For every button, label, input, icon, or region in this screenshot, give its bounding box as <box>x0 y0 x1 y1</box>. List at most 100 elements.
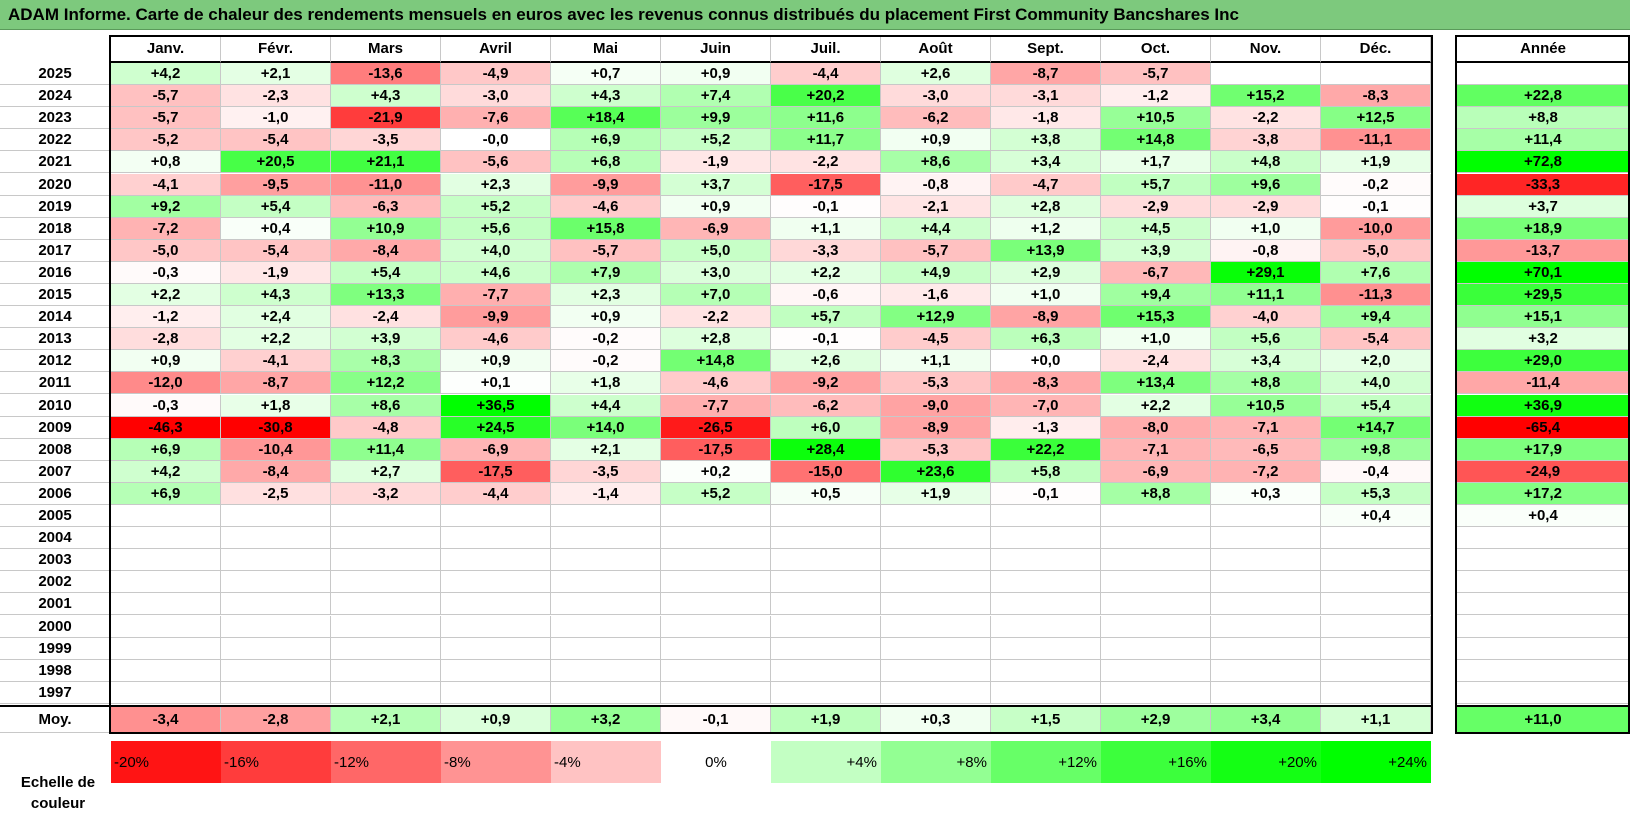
heatmap-cell: +6,9 <box>551 129 661 152</box>
heatmap-cell <box>331 571 441 594</box>
heatmap-cell <box>771 549 881 572</box>
heatmap-cell: -7,1 <box>1101 438 1211 461</box>
heatmap-cell: -2,9 <box>1101 195 1211 218</box>
heatmap-cell: +2,2 <box>1101 394 1211 417</box>
heatmap-cell: -6,9 <box>661 217 771 240</box>
heatmap-cell: -5,2 <box>111 129 221 152</box>
heatmap-cell: +4,3 <box>331 85 441 108</box>
year-label: 2017 <box>0 240 110 262</box>
heatmap-cell: +5,0 <box>661 239 771 262</box>
color-scale-label: Echelle de couleur <box>20 774 96 812</box>
heatmap-cell: -7,6 <box>441 107 551 130</box>
heatmap-cell: -0,2 <box>551 350 661 373</box>
month-header: Nov. <box>1211 35 1321 63</box>
annual-cell <box>1457 681 1630 704</box>
color-scale-swatch: -8% <box>441 741 551 783</box>
annual-cell <box>1457 615 1630 638</box>
heatmap-cell <box>221 527 331 550</box>
heatmap-cell: +12,5 <box>1321 107 1431 130</box>
heatmap-cell: -2,2 <box>771 151 881 174</box>
year-label: 2013 <box>0 328 110 351</box>
heatmap-cell <box>441 549 551 572</box>
heatmap-cell: +5,2 <box>661 129 771 152</box>
heatmap-cell <box>881 615 991 638</box>
heatmap-cell <box>221 681 331 704</box>
heatmap-cell: +10,5 <box>1211 394 1321 417</box>
heatmap-cell: -3,0 <box>441 85 551 108</box>
heatmap-cell: -1,6 <box>881 284 991 307</box>
color-scale-swatch: -4% <box>551 741 661 783</box>
heatmap-cell <box>881 681 991 704</box>
average-cell: +0,9 <box>441 707 551 733</box>
heatmap-cell <box>771 615 881 638</box>
heatmap-cell: +4,6 <box>441 261 551 284</box>
heatmap-cell: +5,2 <box>661 482 771 505</box>
color-scale-swatch: -16% <box>221 741 331 783</box>
heatmap-cell: +0,1 <box>441 372 551 395</box>
heatmap-cell <box>331 615 441 638</box>
heatmap-cell: +1,8 <box>551 372 661 395</box>
heatmap-cell: -1,0 <box>221 107 331 130</box>
heatmap-cell: -9,9 <box>551 173 661 196</box>
heatmap-cell: +4,0 <box>441 239 551 262</box>
heatmap-cell: -5,0 <box>111 239 221 262</box>
heatmap-cell: +1,2 <box>991 217 1101 240</box>
heatmap-cell: +0,8 <box>111 151 221 174</box>
heatmap-cell: +1,9 <box>1321 151 1431 174</box>
annual-cell: +29,0 <box>1457 350 1630 373</box>
month-header: Sept. <box>991 35 1101 63</box>
heatmap-cell: +3,0 <box>661 261 771 284</box>
heatmap-cell: -6,2 <box>881 107 991 130</box>
heatmap-cell: +2,2 <box>771 261 881 284</box>
heatmap-cell: +2,2 <box>111 284 221 307</box>
heatmap-cell: +2,0 <box>1321 350 1431 373</box>
annual-cell <box>1457 63 1630 86</box>
heatmap-cell: -2,1 <box>881 195 991 218</box>
heatmap-cell: -2,3 <box>221 85 331 108</box>
heatmap-cell: +4,3 <box>221 284 331 307</box>
heatmap-cell <box>551 527 661 550</box>
heatmap-cell: -5,7 <box>111 85 221 108</box>
heatmap-cell <box>1321 681 1431 704</box>
heatmap-cell: +0,9 <box>111 350 221 373</box>
heatmap-cell <box>1101 549 1211 572</box>
annual-cell: +72,8 <box>1457 151 1630 174</box>
month-header: Juin <box>661 35 771 63</box>
heatmap-cell: -11,1 <box>1321 129 1431 152</box>
heatmap-cell: +14,8 <box>661 350 771 373</box>
heatmap-cell: +0,4 <box>221 217 331 240</box>
color-scale-swatch: -20% <box>111 741 221 783</box>
heatmap-cell: +14,8 <box>1101 129 1211 152</box>
annual-cell: +8,8 <box>1457 107 1630 130</box>
annual-cell: +29,5 <box>1457 284 1630 307</box>
heatmap-cell <box>771 505 881 528</box>
heatmap-cell: +4,5 <box>1101 217 1211 240</box>
annual-cell <box>1457 637 1630 660</box>
heatmap-cell <box>1321 637 1431 660</box>
heatmap-cell: +9,6 <box>1211 173 1321 196</box>
month-header: Mars <box>331 35 441 63</box>
heatmap-cell <box>221 659 331 682</box>
heatmap-cell: -10,0 <box>1321 217 1431 240</box>
heatmap-cell: -17,5 <box>441 460 551 483</box>
heatmap-cell: +11,4 <box>331 438 441 461</box>
heatmap-cell <box>771 681 881 704</box>
heatmap-cell: -5,7 <box>881 239 991 262</box>
heatmap-cell: +9,2 <box>111 195 221 218</box>
color-scale-swatch: 0% <box>661 741 771 783</box>
heatmap-cell <box>551 659 661 682</box>
year-label: 2020 <box>0 174 110 196</box>
heatmap-cell <box>111 637 221 660</box>
heatmap-cell: +7,6 <box>1321 261 1431 284</box>
heatmap-cell: +21,1 <box>331 151 441 174</box>
heatmap-cell: -5,4 <box>1321 328 1431 351</box>
heatmap-cell: +3,9 <box>1101 239 1211 262</box>
heatmap-cell: -5,3 <box>881 438 991 461</box>
heatmap-cell <box>331 659 441 682</box>
heatmap-cell: +20,2 <box>771 85 881 108</box>
heatmap-cell: +4,9 <box>881 261 991 284</box>
heatmap-cell: -5,4 <box>221 129 331 152</box>
heatmap-cell <box>1101 571 1211 594</box>
average-cell: +2,1 <box>331 707 441 733</box>
heatmap-cell <box>1101 593 1211 616</box>
